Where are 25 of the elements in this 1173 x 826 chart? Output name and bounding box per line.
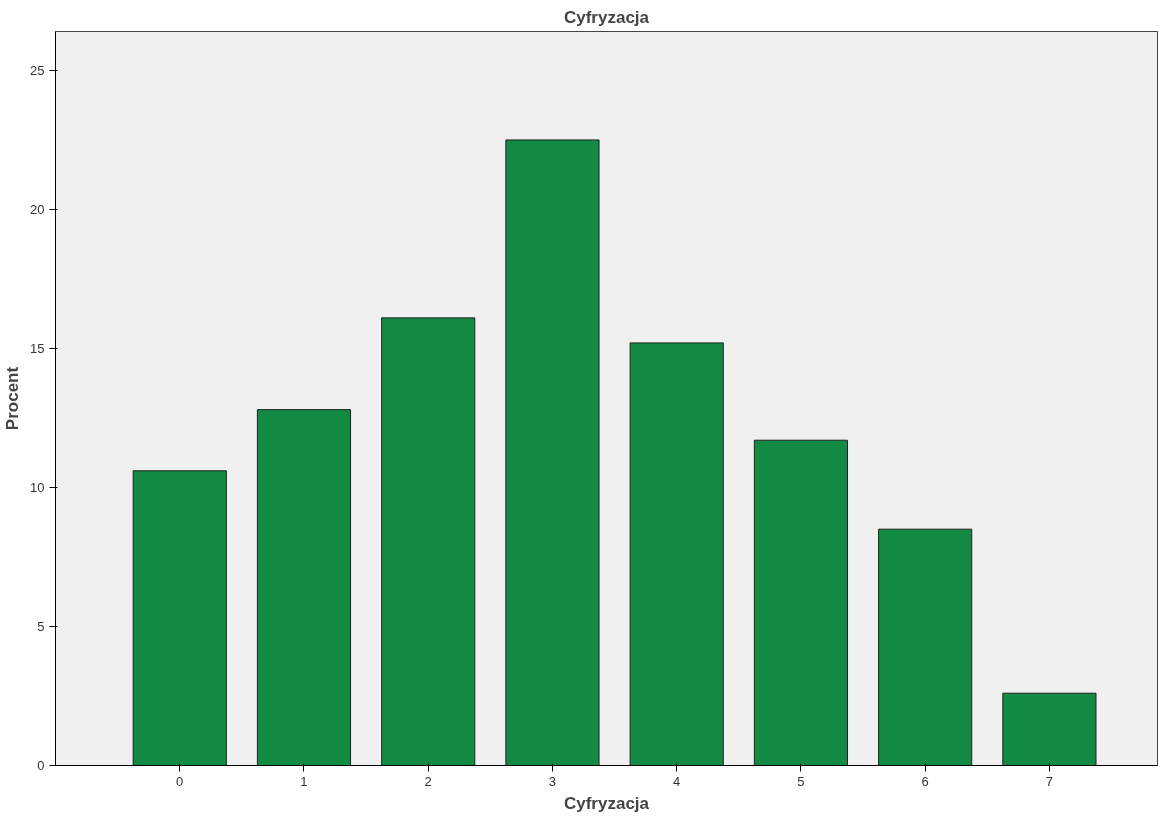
bar bbox=[505, 139, 600, 766]
x-tick-label: 2 bbox=[424, 773, 432, 789]
bar bbox=[753, 439, 849, 766]
x-tick-label: 0 bbox=[176, 773, 184, 789]
chart-title: Cyfryzacja bbox=[563, 7, 650, 27]
x-tick-label: 7 bbox=[1045, 773, 1054, 789]
y-tick-label: 0 bbox=[37, 758, 45, 773]
x-tick-label: 3 bbox=[548, 773, 557, 789]
bar bbox=[1002, 692, 1097, 766]
y-tick-label: 25 bbox=[30, 62, 45, 78]
x-tick-label: 1 bbox=[300, 773, 308, 789]
bar bbox=[256, 409, 352, 766]
y-tick-label: 5 bbox=[37, 618, 45, 634]
x-tick-label: 6 bbox=[921, 773, 929, 789]
x-axis-title: Cyfryzacja bbox=[563, 793, 650, 813]
x-tick-label: 5 bbox=[797, 773, 805, 789]
bar bbox=[629, 342, 724, 766]
y-tick-label: 15 bbox=[30, 340, 45, 356]
y-axis-title: Procent bbox=[3, 366, 23, 431]
y-tick-label: 20 bbox=[30, 201, 45, 217]
y-tick-label: 10 bbox=[30, 479, 45, 495]
bar bbox=[878, 528, 973, 766]
bar bbox=[132, 470, 227, 766]
x-tick-label: 4 bbox=[673, 773, 681, 789]
bar bbox=[381, 317, 476, 766]
